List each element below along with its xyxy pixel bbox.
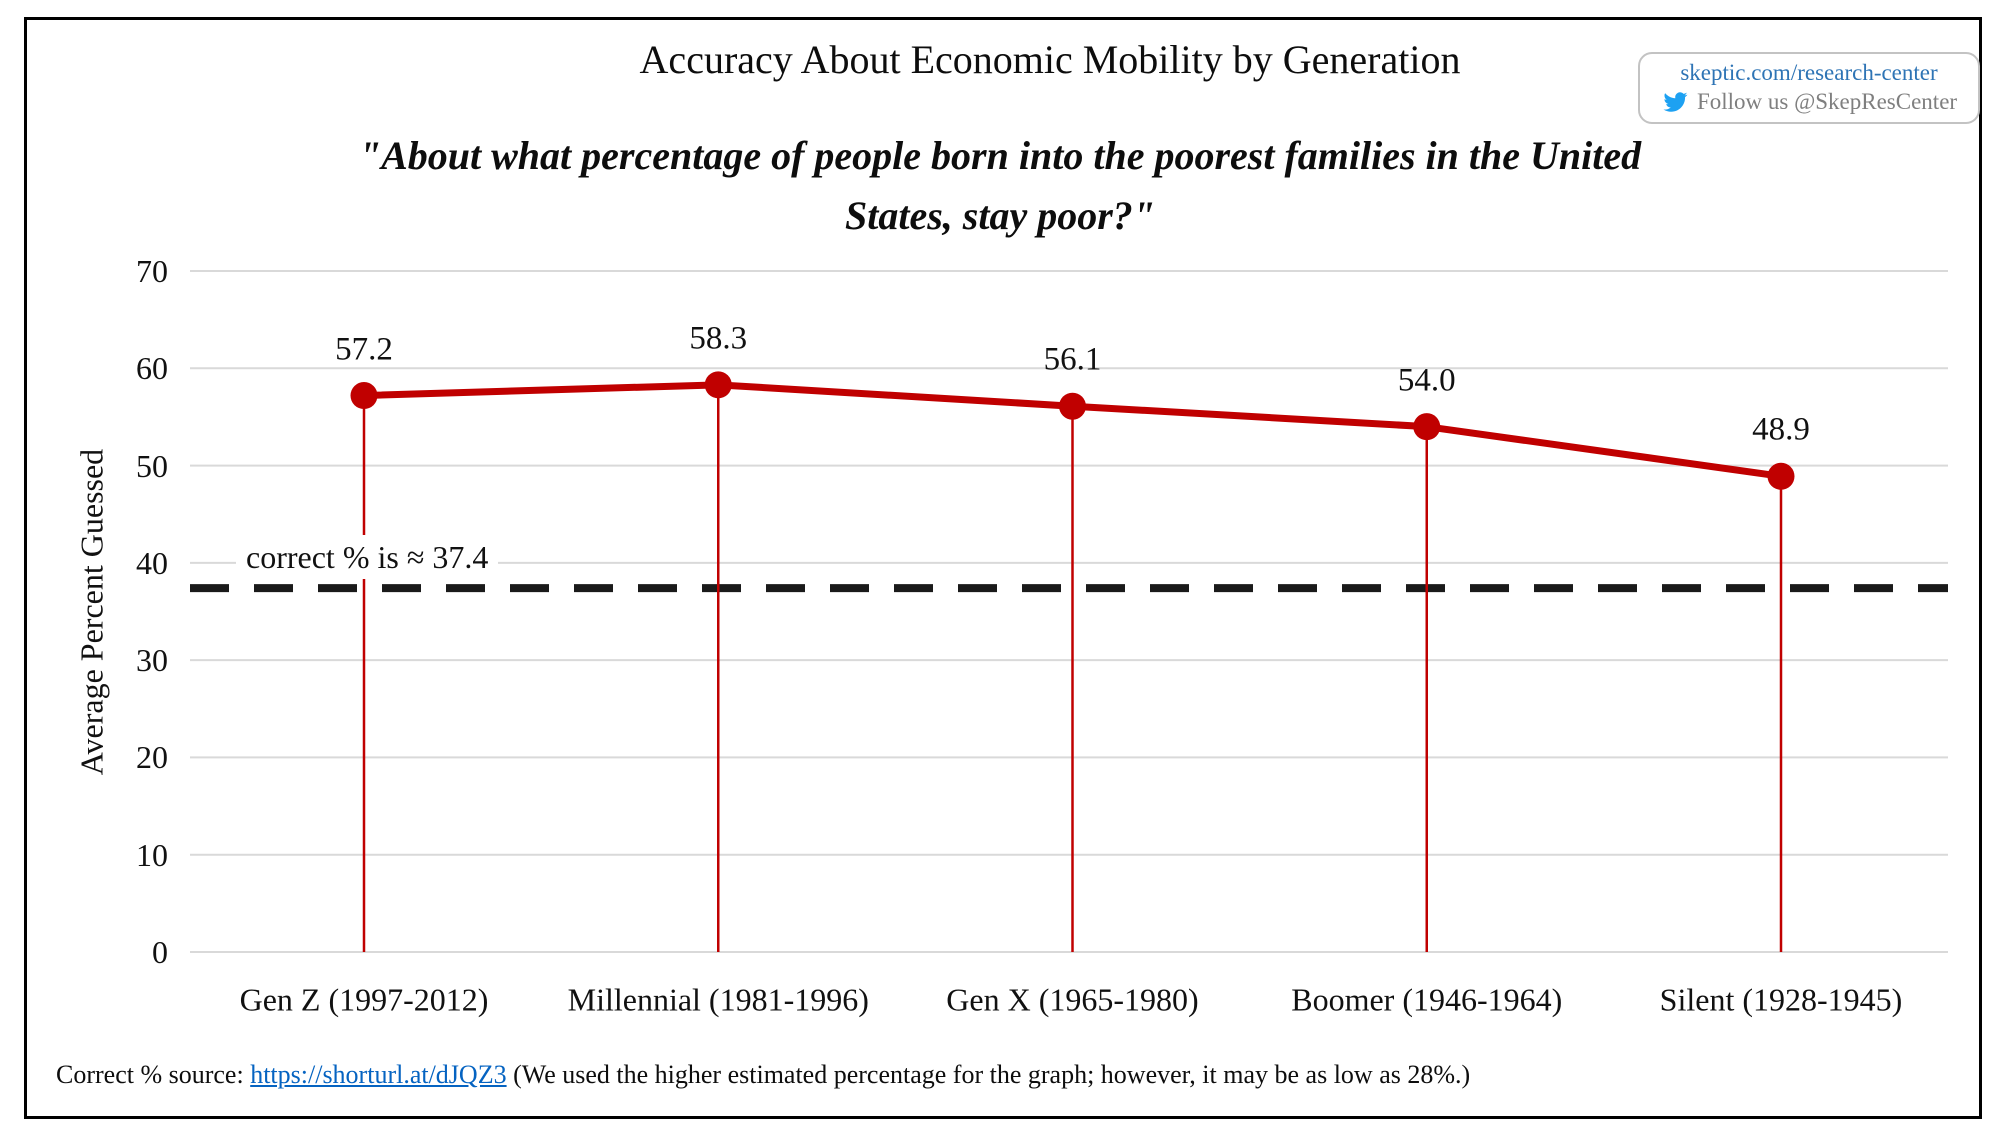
source-link[interactable]: https://shorturl.at/dJQZ3 — [250, 1060, 507, 1089]
source-note-suffix: (We used the higher estimated percentage… — [506, 1060, 1471, 1089]
data-point — [350, 382, 378, 410]
data-point — [704, 371, 732, 399]
source-note-prefix: Correct % source: — [56, 1060, 251, 1089]
data-point — [1059, 392, 1086, 420]
badge-website-link[interactable]: skeptic.com/research-center — [1680, 60, 1938, 85]
source-note: Correct % source: https://shorturl.at/dJ… — [56, 1060, 1856, 1090]
twitter-bird-icon — [1661, 90, 1690, 114]
data-point — [1767, 462, 1795, 490]
chart-subtitle-line1: "About what percentage of people born in… — [358, 133, 1642, 178]
chart-subtitle-line2: States, stay poor?" — [845, 193, 1155, 238]
social-badge[interactable]: skeptic.com/research-center Follow us @S… — [1638, 52, 1980, 124]
chart-title: Accuracy About Economic Mobility by Gene… — [639, 37, 1461, 82]
data-point — [1413, 413, 1441, 441]
badge-follow-text: Follow us @SkepResCenter — [1696, 89, 1958, 114]
chart-subtitle: "About what percentage of people born in… — [300, 126, 1700, 246]
